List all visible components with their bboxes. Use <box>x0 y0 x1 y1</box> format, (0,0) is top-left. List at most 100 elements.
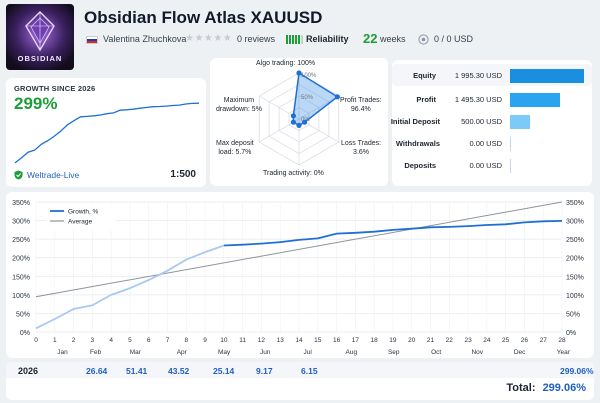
radar-card: Algo trading: 100% 100% 50% 0% Profit Tr… <box>210 58 388 186</box>
radar-loss-title: Loss Trades: <box>341 140 382 147</box>
x-tick-label: 20 <box>408 337 416 344</box>
balance-row: Equity 1 995.30 USD <box>392 64 592 86</box>
author-link[interactable]: Valentina Zhuchkova <box>103 34 187 44</box>
y-tick-label-left: 50% <box>16 311 30 318</box>
broker-name: Weltrade-Live <box>27 170 80 180</box>
y-tick-label-left: 0% <box>20 330 30 337</box>
x-tick-label: 4 <box>109 337 113 344</box>
x-tick-label: 25 <box>502 337 510 344</box>
y-tick-label-right: 50% <box>566 311 580 318</box>
rating-stars-icon: ★★★★★ <box>185 33 233 44</box>
x-tick-label: 22 <box>446 337 454 344</box>
x-tick-label: 0 <box>34 337 38 344</box>
balance-label: Deposits <box>404 161 436 170</box>
radar-scale-50: 50% <box>301 95 314 101</box>
radar-label-loss: Loss Trades: 3.6% <box>341 140 381 158</box>
signal-title: Obsidian Flow Atlas XAUUSD <box>84 8 323 27</box>
balance-label: Initial Deposit <box>390 117 440 126</box>
month-label: Jul <box>303 349 312 356</box>
broker-link[interactable]: Weltrade-Live <box>14 170 79 180</box>
month-label: Year <box>557 349 571 356</box>
month-growth-cell: 43.52 <box>168 366 190 376</box>
x-tick-label: 16 <box>333 337 341 344</box>
balance-row: Initial Deposit 500.00 USD <box>391 110 592 132</box>
x-tick-label: 1 <box>53 337 57 344</box>
total-growth: Total: 299.06% <box>506 382 586 394</box>
x-tick-label: 23 <box>464 337 472 344</box>
growth-sparkline <box>14 102 200 164</box>
x-tick-label: 28 <box>558 337 566 344</box>
series-average-line <box>35 201 563 298</box>
balance-row: Deposits 0.00 USD <box>392 154 592 176</box>
month-label: Jun <box>260 349 271 356</box>
growth-chart: 0% 0%50% 50%100% 100%150% 150%200% 200%250% 25… <box>12 200 584 356</box>
x-tick-label: 27 <box>540 337 548 344</box>
x-tick-label: 18 <box>371 337 379 344</box>
radar-polygon <box>292 71 339 127</box>
x-tick-label: 14 <box>295 337 303 344</box>
year-row-bg <box>6 362 594 378</box>
y-tick-label-right: 150% <box>566 274 584 281</box>
y-tick-label-left: 300% <box>12 219 30 226</box>
radar-profit-value: 96.4% <box>350 105 371 113</box>
radar-label-deposit-load: Max deposit load: 5.7% <box>216 140 254 158</box>
total-value: 299.06% <box>542 382 586 394</box>
radar-label-drawdown: Maximum drawdown: 5% <box>216 97 262 115</box>
series-growth-line-early <box>35 244 225 330</box>
month-label: Aug <box>346 349 358 356</box>
leverage-value: 1:500 <box>170 169 196 180</box>
balance-bar <box>510 93 561 107</box>
y-tick-label-left: 250% <box>12 237 30 244</box>
month-growth-cell: 51.41 <box>126 366 148 376</box>
radar-point-deposit-load <box>290 119 296 125</box>
x-tick-label: 2 <box>72 337 76 344</box>
x-tick-label: 10 <box>220 337 228 344</box>
total-label: Total: <box>506 382 536 394</box>
balance-label: Withdrawals <box>395 139 440 148</box>
y-tick-label-right: 350% <box>566 200 584 207</box>
year-table: 2026 26.64 51.41 43.52 25.14 9.17 6.15 299.06… <box>6 362 594 400</box>
y-tick-label-left: 100% <box>12 293 30 300</box>
radar-point-algo <box>296 70 302 76</box>
radar-chart <box>258 70 340 166</box>
y-tick-label-right: 300% <box>566 219 584 226</box>
x-tick-label: 13 <box>277 337 285 344</box>
reviews-link[interactable]: 0 reviews <box>237 34 276 44</box>
growth-value: 299% <box>14 94 58 113</box>
x-tick-label: 11 <box>239 337 246 344</box>
radar-label-algo: Algo trading: 100% <box>256 60 316 67</box>
balance-value: 1 995.30 USD <box>454 71 502 80</box>
balance-value: 0.00 USD <box>469 161 502 170</box>
reliability-label: Reliability <box>306 34 349 44</box>
balance-bar <box>510 159 511 173</box>
radar-deposit-load-value: load: 5.7% <box>218 148 252 156</box>
radar-point-profit <box>334 94 340 100</box>
y-tick-label-right: 100% <box>566 293 584 300</box>
radar-point-loss <box>302 119 308 125</box>
legend-label-growth: Growth, % <box>68 209 99 216</box>
radar-deposit-load-title: Max deposit <box>216 140 254 147</box>
radar-label-activity: Trading activity: 0% <box>263 170 324 177</box>
balance-value: 1 495.30 USD <box>454 95 502 104</box>
month-label: Feb <box>90 349 102 356</box>
y-tick-label-right: 250% <box>566 237 584 244</box>
x-tick-label: 24 <box>483 337 491 344</box>
month-growth-cell: 26.64 <box>86 366 108 376</box>
radar-label-profit: Profit Trades: 96.4% <box>340 97 382 115</box>
month-label: Apr <box>177 349 188 356</box>
balance-bar <box>510 137 511 151</box>
balance-value: 0.00 USD <box>469 139 502 148</box>
radar-drawdown-value: drawdown: 5% <box>216 105 262 113</box>
weeks-count: 22 <box>363 31 378 46</box>
legend-box <box>46 204 116 230</box>
month-label: Nov <box>471 349 483 356</box>
balance-value: 500.00 USD <box>461 117 502 126</box>
x-tick-label: 6 <box>147 337 151 344</box>
x-tick-label: 21 <box>427 337 435 344</box>
wallet-icon <box>418 34 429 45</box>
month-growth-cell: 9.17 <box>256 366 273 376</box>
weeks-label: weeks <box>380 34 406 44</box>
radar-loss-value: 3.6% <box>353 148 370 156</box>
radar-scale-100: 100% <box>301 73 317 79</box>
balance-label: Profit <box>416 95 436 104</box>
